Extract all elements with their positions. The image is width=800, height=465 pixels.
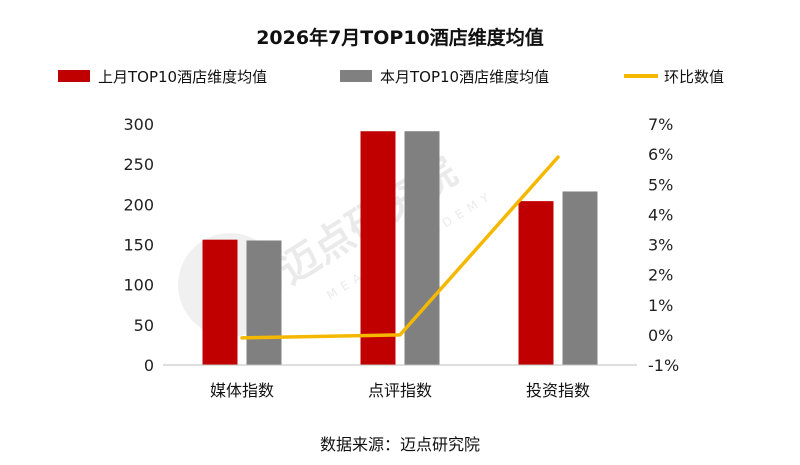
- x-category-label: 点评指数: [368, 381, 432, 400]
- y-tick-right: -1%: [648, 356, 679, 375]
- y-axis-right: -1% 0% 1% 2% 3% 4% 5% 6% 7%: [648, 115, 679, 375]
- bar-this-month: [404, 131, 440, 365]
- y-tick-right: 2%: [648, 266, 673, 285]
- y-tick-right: 1%: [648, 296, 673, 315]
- legend: 上月TOP10酒店维度均值 本月TOP10酒店维度均值 环比数值: [58, 68, 724, 86]
- y-tick-right: 0%: [648, 326, 673, 345]
- bar-this-month: [246, 240, 282, 365]
- y-tick-left: 50: [134, 316, 154, 335]
- y-tick-left: 0: [144, 356, 154, 375]
- legend-swatch: [340, 70, 372, 82]
- line-series: [240, 155, 560, 340]
- y-tick-left: 250: [123, 155, 154, 174]
- y-tick-left: 300: [123, 115, 154, 134]
- x-category-label: 投资指数: [526, 381, 590, 400]
- y-axis-left: 0 50 100 150 200 250 300: [123, 115, 154, 375]
- source-note: 数据来源：迈点研究院: [320, 435, 480, 454]
- y-tick-left: 100: [123, 276, 154, 295]
- bar-last-month: [360, 131, 396, 365]
- y-tick-left: 150: [123, 236, 154, 255]
- legend-label: 上月TOP10酒店维度均值: [98, 68, 267, 86]
- y-tick-left: 200: [123, 195, 154, 214]
- x-category-label: 媒体指数: [210, 381, 274, 400]
- bar-last-month: [518, 201, 554, 365]
- legend-label: 环比数值: [664, 68, 724, 86]
- legend-label: 本月TOP10酒店维度均值: [380, 68, 549, 86]
- y-tick-right: 4%: [648, 205, 673, 224]
- y-tick-right: 7%: [648, 115, 673, 134]
- y-tick-right: 5%: [648, 175, 673, 194]
- legend-swatch: [58, 70, 90, 82]
- bars: [202, 131, 598, 365]
- y-tick-right: 3%: [648, 236, 673, 255]
- bar-last-month: [202, 239, 238, 365]
- chart-title: 2026年7月TOP10酒店维度均值: [256, 26, 544, 49]
- y-tick-right: 6%: [648, 145, 673, 164]
- x-axis: 媒体指数 点评指数 投资指数: [163, 364, 637, 400]
- bar-this-month: [562, 191, 598, 365]
